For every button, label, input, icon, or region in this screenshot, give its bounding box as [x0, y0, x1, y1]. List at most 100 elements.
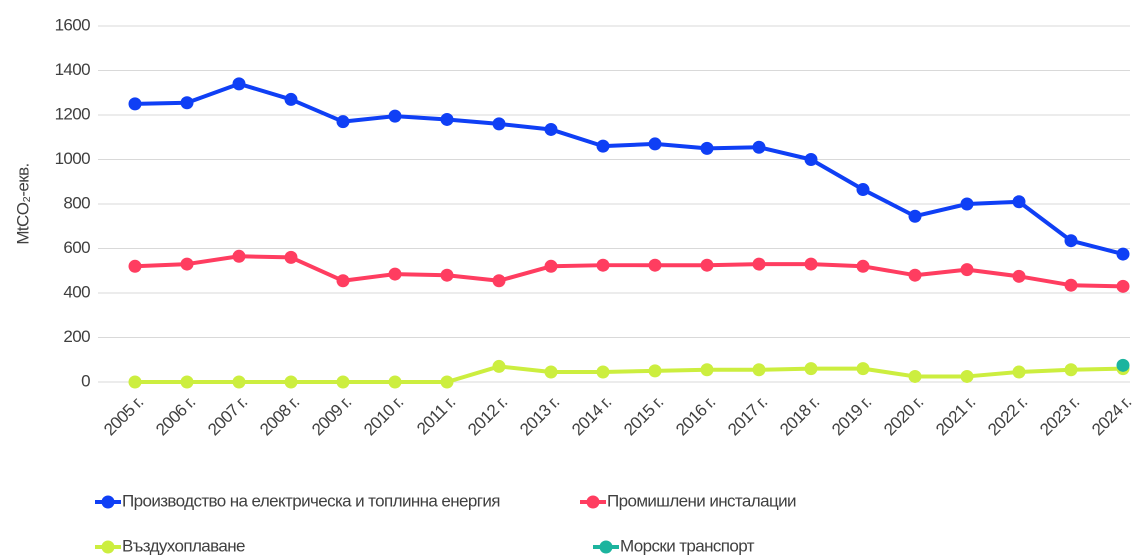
point	[388, 109, 402, 123]
point	[752, 363, 766, 377]
point	[856, 183, 870, 197]
point	[960, 197, 974, 211]
x-tick-label: 2013 г.	[516, 393, 563, 440]
y-tick-label: 800	[63, 193, 90, 212]
x-tick-label: 2010 г.	[360, 393, 407, 440]
x-tick-label: 2005 г.	[100, 393, 147, 440]
point	[1012, 195, 1026, 209]
point	[440, 112, 454, 126]
point	[804, 153, 818, 166]
point	[284, 375, 298, 389]
x-tick-label: 2009 г.	[308, 393, 355, 440]
x-tick-label: 2023 г.	[1036, 393, 1083, 440]
x-tick-label: 2018 г.	[776, 393, 823, 440]
x-tick-label: 2024 г.	[1088, 393, 1135, 440]
series-line	[134, 81, 1124, 257]
point	[1064, 278, 1078, 292]
x-tick-label: 2007 г.	[204, 393, 251, 440]
x-tick-label: 2012 г.	[464, 393, 511, 440]
point	[388, 267, 402, 281]
y-axis-label: MtCO₂-екв.	[13, 163, 32, 244]
point	[596, 365, 610, 379]
point	[700, 258, 714, 272]
point	[1116, 247, 1130, 261]
series-line	[135, 364, 1124, 384]
y-tick-label: 600	[63, 238, 90, 257]
legend-label: Промишлени инсталации	[607, 491, 796, 510]
x-tick-label: 2011 г.	[413, 393, 459, 439]
point	[596, 139, 610, 153]
x-tick-label: 2021 г.	[932, 393, 979, 440]
x-tick-label: 2006 г.	[152, 393, 199, 440]
point	[1116, 279, 1130, 293]
point	[596, 258, 610, 272]
y-tick-label: 0	[81, 371, 90, 390]
x-tick-label: 2008 г.	[256, 393, 303, 440]
point	[440, 375, 454, 389]
point	[908, 369, 922, 383]
legend-label: Въздухоплаване	[122, 536, 245, 555]
point	[232, 77, 246, 91]
point	[492, 359, 506, 373]
point	[856, 362, 870, 376]
y-tick-label: 200	[63, 327, 90, 346]
point	[128, 259, 142, 273]
x-tick-label: 2020 г.	[880, 393, 927, 440]
point	[440, 268, 454, 282]
x-tick-label: 2022 г.	[984, 393, 1031, 440]
point	[752, 140, 766, 154]
point	[180, 375, 194, 389]
point	[1116, 358, 1130, 372]
point	[1064, 363, 1078, 377]
point	[1064, 234, 1078, 248]
point	[284, 92, 298, 106]
point	[128, 97, 142, 111]
point	[960, 369, 974, 383]
legend-marker	[101, 495, 115, 509]
point	[908, 209, 922, 223]
point	[648, 364, 662, 378]
point	[232, 375, 246, 389]
legend-label: Производство на електрическа и топлинна …	[122, 491, 500, 510]
point	[388, 375, 402, 389]
legend-marker	[599, 540, 613, 554]
point	[128, 375, 142, 389]
x-tick-label: 2019 г.	[828, 393, 875, 440]
point	[856, 259, 870, 273]
point	[232, 249, 246, 263]
point	[700, 363, 714, 377]
point	[544, 122, 558, 136]
y-tick-label: 1400	[55, 60, 91, 79]
y-tick-label: 1600	[55, 15, 91, 34]
point	[336, 115, 350, 129]
point	[336, 274, 350, 288]
x-tick-label: 2017 г.	[724, 393, 771, 440]
y-tick-label: 1000	[55, 149, 91, 168]
point	[492, 274, 506, 288]
point	[492, 117, 506, 131]
series-line	[134, 254, 1124, 289]
legend-label: Морски транспорт	[620, 536, 755, 555]
point	[804, 257, 818, 271]
legend-marker	[101, 540, 115, 554]
x-tick-label: 2016 г.	[672, 393, 719, 440]
x-tick-label: 2015 г.	[620, 393, 667, 440]
point	[700, 141, 714, 155]
point	[1012, 269, 1026, 283]
point	[648, 258, 662, 272]
point	[648, 137, 662, 151]
point	[752, 257, 766, 271]
point	[180, 257, 194, 271]
point	[1012, 365, 1026, 379]
legend-marker	[586, 495, 600, 509]
point	[544, 259, 558, 273]
point	[284, 250, 298, 264]
point	[180, 96, 194, 110]
point	[544, 365, 558, 379]
y-tick-label: 1200	[55, 104, 91, 123]
point	[908, 268, 922, 282]
point	[804, 362, 818, 376]
point	[336, 375, 350, 389]
point	[960, 263, 974, 277]
